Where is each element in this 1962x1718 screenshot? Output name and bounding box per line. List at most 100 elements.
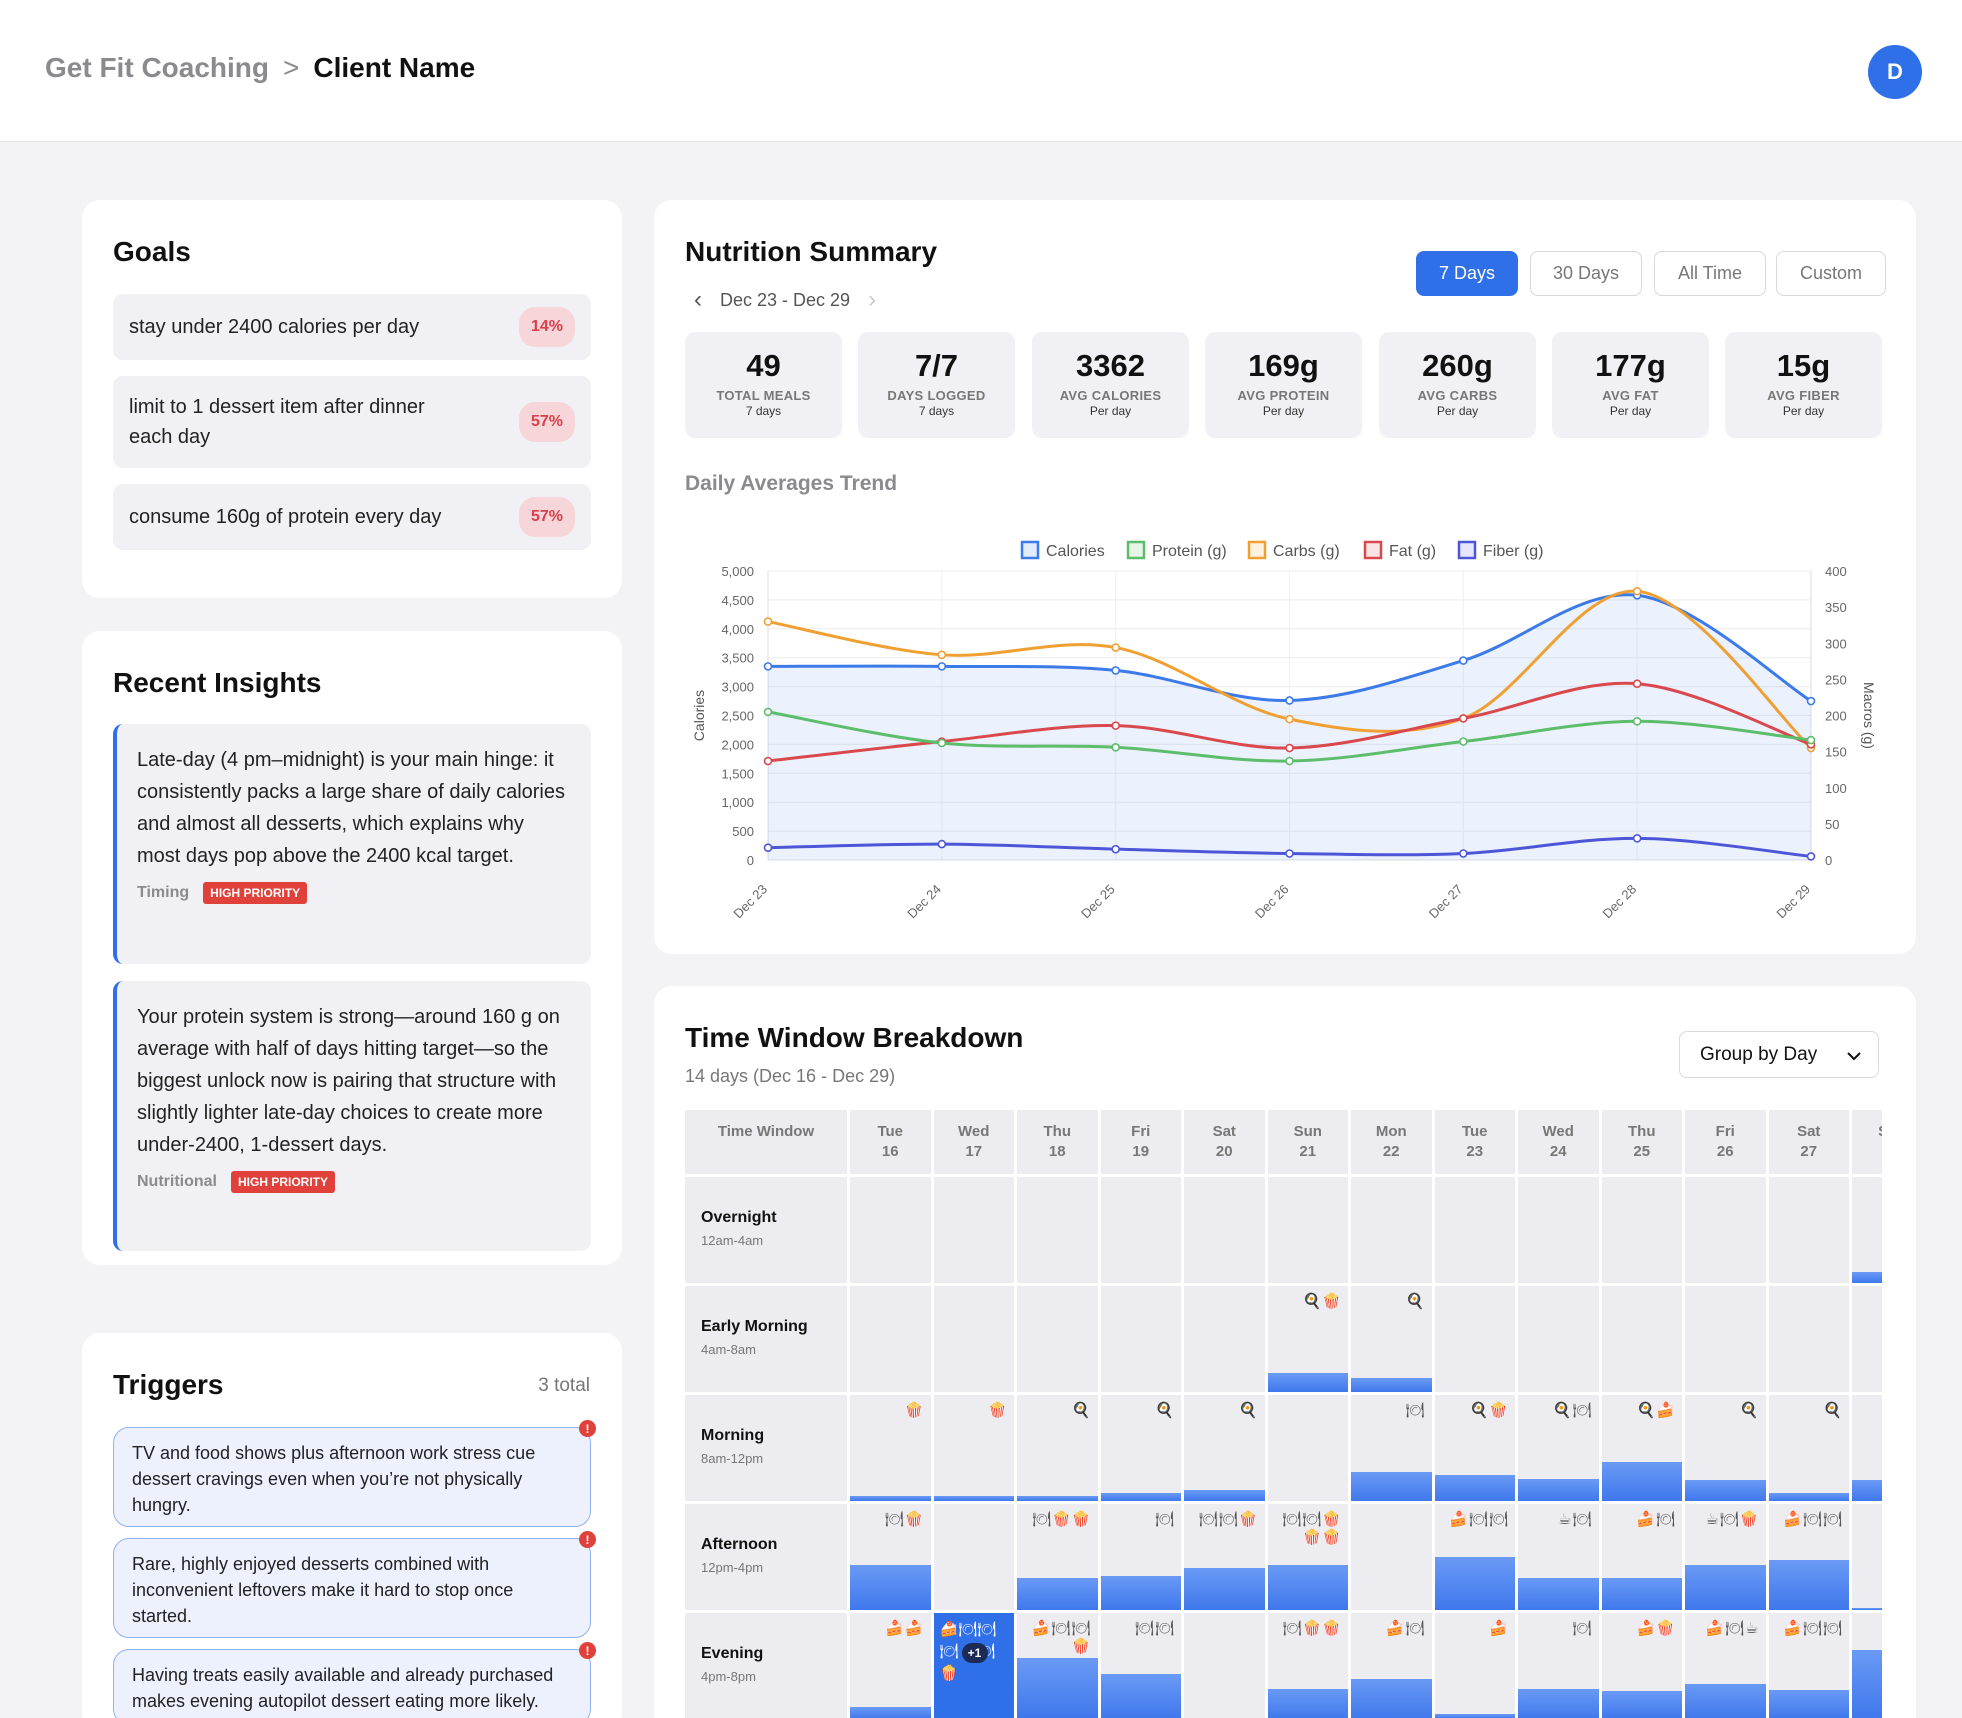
meal-icons: 🍳 [1739, 1402, 1760, 1419]
grid-cell[interactable]: 🍽🍽 [1100, 1613, 1181, 1718]
legend-label: Calories [1046, 543, 1105, 560]
grid-cell[interactable]: 🍽 [1518, 1613, 1599, 1718]
grid-cell[interactable] [1017, 1286, 1098, 1392]
data-point-calories [1459, 656, 1468, 665]
grid-cell[interactable]: 🍽 [1100, 1504, 1181, 1610]
nutrition-summary-card: Nutrition Summary ‹ Dec 23 - Dec 29 › 7 … [654, 200, 1916, 954]
day-of-week: Fri [1131, 1123, 1151, 1140]
grid-cell[interactable] [1184, 1613, 1265, 1718]
grid-cell[interactable] [1852, 1286, 1882, 1392]
grid-cell[interactable] [1434, 1177, 1515, 1283]
range-custom-button[interactable]: Custom [1776, 251, 1886, 296]
range-7-days-button[interactable]: 7 Days [1416, 251, 1518, 296]
grid-cell[interactable] [1518, 1286, 1599, 1392]
grid-cell[interactable] [850, 1177, 931, 1283]
grid-cell[interactable] [850, 1286, 931, 1392]
grid-cell[interactable]: 🍽🍿🍿 [1017, 1504, 1098, 1610]
grid-cell[interactable]: 🍰🍽 [1351, 1613, 1432, 1718]
trigger-item[interactable]: Rare, highly enjoyed desserts combined w… [113, 1531, 596, 1638]
grid-cell[interactable]: 🍰🍽🍽 [1434, 1504, 1515, 1610]
grid-cell[interactable]: 🍳 [1768, 1395, 1849, 1501]
grid-cell[interactable]: 🍳🍿 [1267, 1286, 1348, 1392]
grid-cell[interactable] [1685, 1286, 1766, 1392]
grid-cell[interactable] [1768, 1286, 1849, 1392]
grid-cell[interactable]: 🍰🍿 [1601, 1613, 1682, 1718]
chevron-right-icon[interactable]: › [868, 286, 877, 313]
time-window-range: 12am-4am [701, 1233, 764, 1248]
grid-cell[interactable]: 🍽🍿 [850, 1504, 931, 1610]
grid-cell[interactable] [933, 1177, 1014, 1283]
grid-cell[interactable]: 🍳 [1017, 1395, 1098, 1501]
grid-cell[interactable]: 🍰🍽🍽 [1768, 1613, 1849, 1718]
grid-cell[interactable] [1267, 1395, 1348, 1501]
grid-cell[interactable]: 🍳🍽 [1518, 1395, 1599, 1501]
goal-item[interactable]: stay under 2400 calories per day 14% [113, 294, 591, 360]
more-meals-badge[interactable]: +1 [961, 1643, 988, 1663]
time-window-row-label: Evening 4pm-8pm [685, 1613, 847, 1718]
grid-cell[interactable]: 🍳 [1351, 1286, 1432, 1392]
grid-cell[interactable]: ☕🍽 [1518, 1504, 1599, 1610]
grid-cell[interactable] [1852, 1395, 1882, 1501]
grid-cell[interactable] [1852, 1504, 1882, 1610]
grid-cell[interactable]: 🍰🍰 [850, 1613, 931, 1718]
breadcrumb-root[interactable]: Get Fit Coaching [45, 52, 269, 83]
goal-text: stay under 2400 calories per day [129, 316, 420, 338]
insight-item[interactable]: Late-day (4 pm–midnight) is your main hi… [113, 724, 591, 964]
goal-item[interactable]: consume 160g of protein every day 57% [113, 484, 591, 550]
grid-cell[interactable] [1100, 1177, 1181, 1283]
avatar[interactable]: D [1868, 45, 1922, 99]
grid-cell[interactable] [933, 1504, 1014, 1610]
grid-cell[interactable] [1768, 1177, 1849, 1283]
range-30-days-button[interactable]: 30 Days [1530, 251, 1642, 296]
grid-cell[interactable]: 🍽 [1351, 1395, 1432, 1501]
grid-cell[interactable]: 🍳 [1685, 1395, 1766, 1501]
grid-cell[interactable] [1017, 1177, 1098, 1283]
grid-cell[interactable]: 🍳🍰 [1601, 1395, 1682, 1501]
grid-cell[interactable] [1267, 1177, 1348, 1283]
x-tick-label: Dec 23 [730, 882, 770, 922]
grid-cell[interactable] [1601, 1177, 1682, 1283]
grid-cell[interactable]: 🍰 [1434, 1613, 1515, 1718]
meal-volume-bar [1184, 1567, 1265, 1610]
grid-cell[interactable]: 🍰🍰 [1852, 1613, 1882, 1718]
day-column-header: Tue 23 [1434, 1110, 1515, 1174]
grid-cell[interactable]: 🍰🍽 [1601, 1504, 1682, 1610]
grid-cell[interactable]: 🍿 [933, 1395, 1014, 1501]
data-point-fiber [763, 843, 773, 853]
grid-cell[interactable] [1100, 1286, 1181, 1392]
trigger-item[interactable]: TV and food shows plus afternoon work st… [113, 1420, 596, 1527]
grid-cell[interactable] [1351, 1504, 1432, 1610]
grid-cell[interactable]: ☕🍽🍿 [1685, 1504, 1766, 1610]
data-point-fat [1459, 714, 1468, 723]
grid-cell[interactable]: 🍽🍽🍿 [1184, 1504, 1265, 1610]
group-by-select[interactable]: Group by Day [1679, 1031, 1879, 1078]
stat-sublabel: 7 days [745, 404, 782, 418]
grid-cell[interactable]: 🍳 [1100, 1395, 1181, 1501]
grid-cell[interactable]: 🍳🍿 [1434, 1395, 1515, 1501]
grid-cell[interactable]: 🍿 [850, 1395, 931, 1501]
grid-cell[interactable] [1351, 1177, 1432, 1283]
grid-cell[interactable]: 🍽🍿🍿 [1267, 1613, 1348, 1718]
grid-cell[interactable] [1518, 1177, 1599, 1283]
goal-item[interactable]: limit to 1 dessert item after dinner eac… [113, 376, 591, 468]
grid-cell-selected[interactable]: 🍰🍽🍽 🍽 ☕🍽🍿+1 [933, 1613, 1014, 1718]
grid-cell[interactable] [1601, 1286, 1682, 1392]
range-all-time-button[interactable]: All Time [1654, 251, 1766, 296]
data-point-protein [1459, 737, 1468, 746]
grid-cell[interactable] [1685, 1177, 1766, 1283]
grid-cell[interactable] [933, 1286, 1014, 1392]
grid-cell[interactable] [1852, 1177, 1882, 1283]
grid-cell[interactable]: 🍰🍽🍽 🍿 [1017, 1613, 1098, 1718]
grid-cell[interactable]: 🍰🍽☕ [1685, 1613, 1766, 1718]
grid-cell[interactable] [1184, 1286, 1265, 1392]
grid-cell[interactable]: 🍰🍽🍽 [1768, 1504, 1849, 1610]
grid-cell[interactable]: 🍽🍽🍿 🍿🍿 [1267, 1504, 1348, 1610]
trigger-item[interactable]: Having treats easily available and alrea… [113, 1642, 596, 1718]
chevron-left-icon[interactable]: ‹ [694, 286, 702, 313]
grid-cell[interactable] [1184, 1177, 1265, 1283]
grid-cell[interactable]: 🍳 [1184, 1395, 1265, 1501]
data-point-fiber [1111, 844, 1120, 854]
grid-cell[interactable] [1434, 1286, 1515, 1392]
insight-item[interactable]: Your protein system is strong—around 160… [113, 981, 591, 1251]
stat-sublabel: Per day [1436, 404, 1479, 418]
